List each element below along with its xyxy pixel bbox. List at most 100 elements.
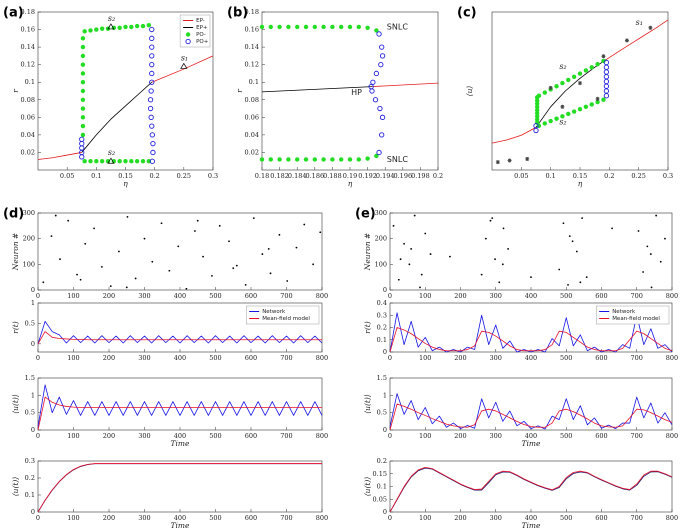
marker xyxy=(321,24,326,30)
spike xyxy=(319,231,322,234)
marker xyxy=(129,159,134,164)
x-tick-label: 0 xyxy=(36,354,40,362)
x-tick-label: 700 xyxy=(631,354,643,362)
y-tick-label: 0 xyxy=(383,286,387,294)
spike xyxy=(59,258,61,261)
marker xyxy=(286,157,291,162)
marker xyxy=(347,24,353,30)
marker xyxy=(129,24,134,30)
x-tick-label: 300 xyxy=(138,292,150,300)
x-tick-label: 500 xyxy=(209,432,221,440)
x-tick-label: 600 xyxy=(595,354,607,362)
x-tick-label: 800 xyxy=(666,514,678,522)
spike xyxy=(269,272,272,275)
x-tick-label: 700 xyxy=(631,514,643,522)
x-tick-label: 0 xyxy=(388,292,392,300)
x-axis-label: Time xyxy=(171,439,191,448)
y-tick-label: 0.06 xyxy=(21,113,35,121)
x-tick-label: 0 xyxy=(36,292,40,300)
spike xyxy=(659,260,662,263)
annotation: s₂ xyxy=(559,118,566,127)
marker xyxy=(548,118,553,124)
x-tick-label: 0.2 xyxy=(604,172,614,180)
x-tick-label: 800 xyxy=(316,354,328,362)
marker xyxy=(259,157,265,162)
marker xyxy=(149,158,155,164)
legend-label: Network xyxy=(262,309,286,315)
y-tick-label: 0.5 xyxy=(25,319,35,327)
x-tick-label: 500 xyxy=(560,292,572,300)
spike xyxy=(480,273,483,276)
spike xyxy=(286,280,289,282)
marker xyxy=(80,44,86,50)
panel-label: (a) xyxy=(3,6,24,21)
marker xyxy=(566,77,571,83)
x-tick-label: 0.2 xyxy=(433,172,443,180)
y-axis-label: ⟨u(t)⟩ xyxy=(11,394,20,414)
marker xyxy=(185,32,191,37)
annotation-marker xyxy=(107,157,115,164)
y-tick-label: 300 xyxy=(23,209,35,217)
spike xyxy=(562,222,565,225)
marker xyxy=(149,53,155,59)
spike xyxy=(403,242,405,245)
x-tick-label: 0.25 xyxy=(631,172,645,180)
x-tick-label: 0.18 xyxy=(255,172,269,180)
spike xyxy=(494,258,496,261)
marker xyxy=(117,159,122,164)
spike xyxy=(228,240,230,243)
marker xyxy=(134,159,140,164)
x-tick-label: 500 xyxy=(560,514,572,522)
spike xyxy=(143,237,146,240)
x-tick-label: 0.184 xyxy=(288,172,307,180)
plot-frame xyxy=(37,460,323,513)
spike xyxy=(558,268,561,271)
x-tick-label: 600 xyxy=(595,432,607,440)
series-line xyxy=(491,19,669,144)
spike xyxy=(484,237,487,240)
marker xyxy=(117,25,122,30)
marker xyxy=(80,80,86,85)
spike xyxy=(194,230,196,232)
annotation: s₁ xyxy=(181,53,188,62)
marker xyxy=(80,123,86,129)
marker xyxy=(88,159,93,164)
x-tick-label: 0 xyxy=(36,432,40,440)
y-tick-label: 0.5 xyxy=(377,409,387,417)
series-line xyxy=(389,467,673,513)
marker xyxy=(80,71,86,76)
x-tick-label: 600 xyxy=(595,292,607,300)
marker xyxy=(379,44,385,50)
marker xyxy=(370,79,376,85)
spike xyxy=(235,264,238,267)
marker xyxy=(147,97,154,103)
x-tick-label: 100 xyxy=(419,292,431,300)
spike xyxy=(160,222,163,225)
x-tick-label: 100 xyxy=(67,292,79,300)
series-line xyxy=(81,81,153,153)
plot-frame xyxy=(389,377,673,431)
x-tick-label: 500 xyxy=(209,292,221,300)
marker xyxy=(548,85,553,90)
spike xyxy=(567,283,569,286)
marker xyxy=(534,114,540,119)
marker xyxy=(185,38,191,45)
x-tick-label: 300 xyxy=(138,514,150,522)
marker xyxy=(150,149,156,156)
y-tick-label: 0 xyxy=(31,508,35,516)
spike xyxy=(79,278,82,281)
y-tick-label: 0.2 xyxy=(377,324,387,332)
marker xyxy=(150,141,156,147)
marker xyxy=(80,36,86,41)
y-tick-label: 100 xyxy=(23,260,35,268)
y-tick-label: 0.08 xyxy=(21,96,35,104)
x-tick-label: 600 xyxy=(595,514,607,522)
spike xyxy=(429,253,432,255)
x-tick-label: 0.15 xyxy=(573,172,587,180)
x-tick-label: 0.182 xyxy=(270,172,289,180)
annotation: s₂ xyxy=(108,14,115,23)
x-tick-label: 0.196 xyxy=(393,172,412,180)
spike xyxy=(399,258,402,261)
marker xyxy=(277,157,282,162)
x-tick-label: 700 xyxy=(280,432,292,440)
